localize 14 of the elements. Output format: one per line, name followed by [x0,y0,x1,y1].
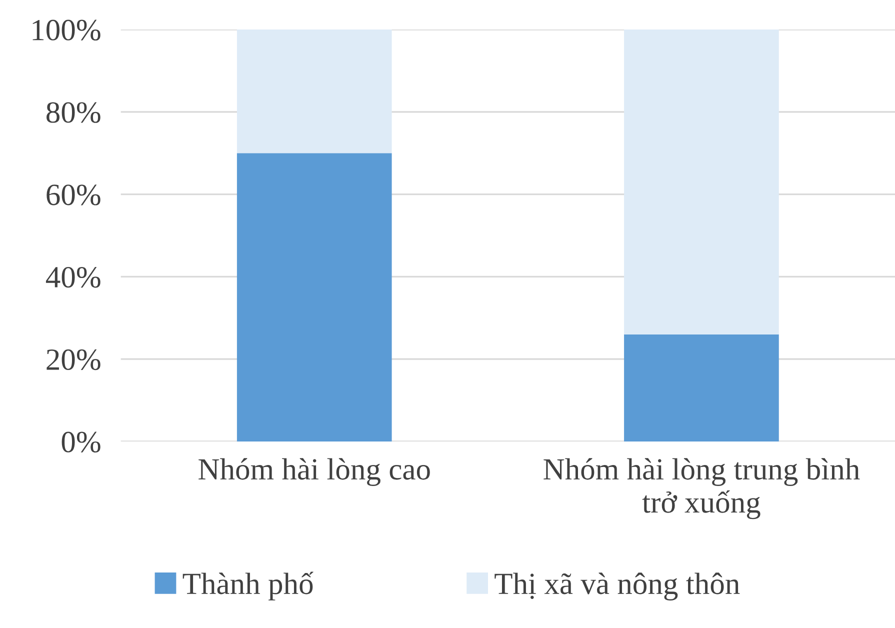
x-tick-label: Nhóm hài lòng trung bình trở xuống [544,458,860,520]
y-tick-label: 100% [32,20,100,41]
y-tick-label: 20% [46,349,100,370]
y-tick-label: 80% [46,102,100,123]
bar [624,334,779,442]
legend-label: Thành phố [182,572,314,600]
bar [624,30,779,334]
y-tick-label: 60% [46,184,100,206]
bar [236,153,392,442]
y-tick-label: 40% [46,266,100,288]
bar [236,30,392,154]
y-tick-label: 0% [62,432,100,452]
x-tick-label: Nhóm hài lòng cao [198,458,430,486]
legend-label: Thị xã và nông thôn [494,572,740,600]
